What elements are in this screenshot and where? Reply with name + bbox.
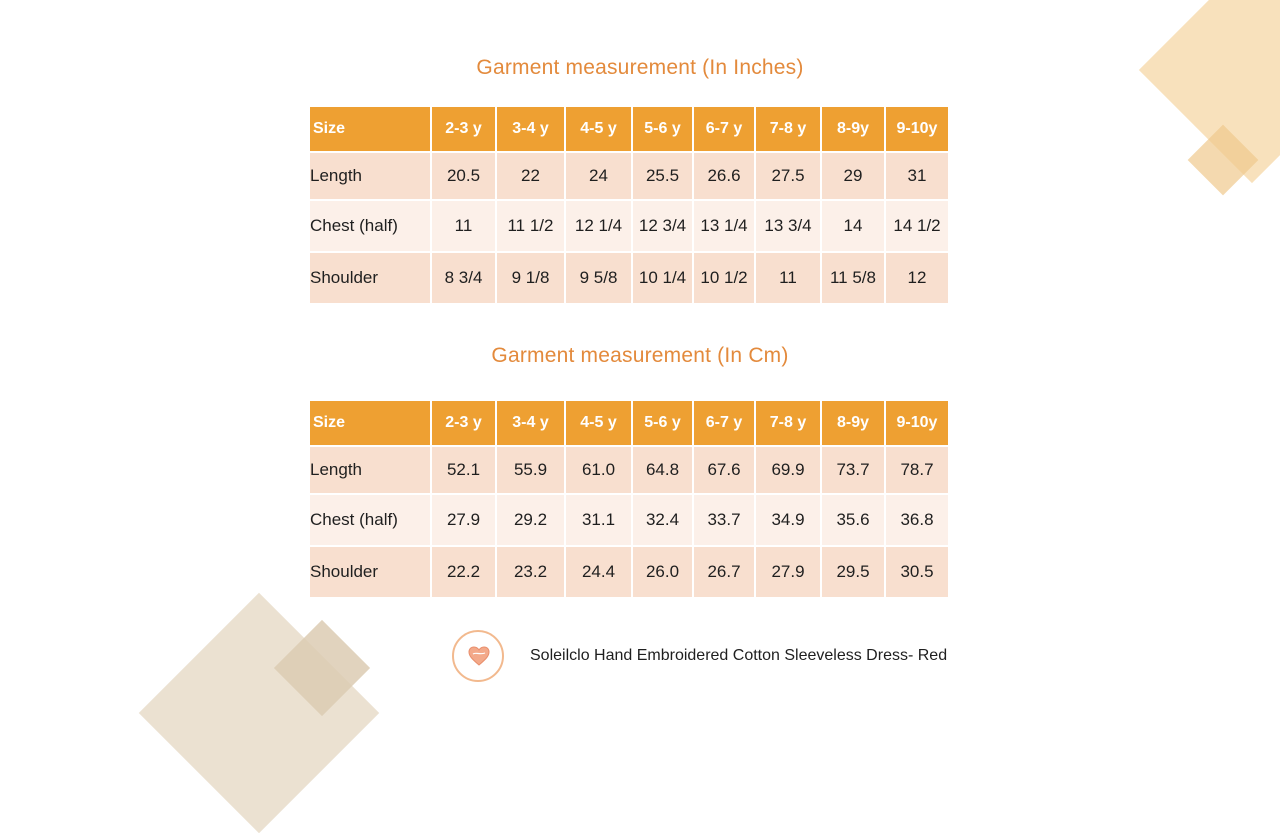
header-cell: 5-6 y	[631, 399, 694, 447]
table-cell: 26.6	[692, 151, 756, 201]
table-cell: 10 1/4	[631, 251, 694, 305]
header-cell: 4-5 y	[564, 399, 633, 447]
row-label: Length	[308, 445, 432, 495]
table-cell: 61.0	[564, 445, 633, 495]
header-row: Size 2-3 y 3-4 y 4-5 y 5-6 y 6-7 y 7-8 y…	[308, 105, 950, 153]
table-row-length: Length 20.5 22 24 25.5 26.6 27.5 29 31	[308, 151, 950, 201]
table-cell: 55.9	[495, 445, 566, 495]
table-cell: 10 1/2	[692, 251, 756, 305]
header-row: Size 2-3 y 3-4 y 4-5 y 5-6 y 6-7 y 7-8 y…	[308, 399, 950, 447]
table-cell: 27.9	[754, 545, 822, 599]
table-cell: 52.1	[430, 445, 497, 495]
table-cell: 26.0	[631, 545, 694, 599]
table-cell: 12 3/4	[631, 199, 694, 253]
table-cell: 12	[884, 251, 950, 305]
table-cell: 13 1/4	[692, 199, 756, 253]
header-cell-size: Size	[308, 399, 432, 447]
table-cell: 33.7	[692, 493, 756, 547]
header-cell: 6-7 y	[692, 399, 756, 447]
brand-logo	[452, 630, 504, 682]
header-cell: 2-3 y	[430, 399, 497, 447]
table-row-length: Length 52.1 55.9 61.0 64.8 67.6 69.9 73.…	[308, 445, 950, 495]
table-cell: 73.7	[820, 445, 886, 495]
table-cell: 78.7	[884, 445, 950, 495]
row-label: Length	[308, 151, 432, 201]
header-cell: 2-3 y	[430, 105, 497, 153]
row-label: Chest (half)	[308, 199, 432, 253]
table-cell: 69.9	[754, 445, 822, 495]
inches-size-table: Size 2-3 y 3-4 y 4-5 y 5-6 y 6-7 y 7-8 y…	[308, 105, 950, 305]
header-cell: 6-7 y	[692, 105, 756, 153]
cm-table-title: Garment measurement (In Cm)	[491, 344, 789, 367]
table-cell: 64.8	[631, 445, 694, 495]
table-cell: 9 5/8	[564, 251, 633, 305]
table-cell: 20.5	[430, 151, 497, 201]
row-label: Chest (half)	[308, 493, 432, 547]
table-cell: 36.8	[884, 493, 950, 547]
table-cell: 22.2	[430, 545, 497, 599]
table-row-shoulder: Shoulder 8 3/4 9 1/8 9 5/8 10 1/4 10 1/2…	[308, 251, 950, 305]
header-cell: 7-8 y	[754, 105, 822, 153]
table-cell: 31.1	[564, 493, 633, 547]
table-cell: 9 1/8	[495, 251, 566, 305]
table-cell: 14 1/2	[884, 199, 950, 253]
table-cell: 14	[820, 199, 886, 253]
table-cell: 13 3/4	[754, 199, 822, 253]
header-cell: 4-5 y	[564, 105, 633, 153]
table-cell: 29	[820, 151, 886, 201]
table-row-shoulder: Shoulder 22.2 23.2 24.4 26.0 26.7 27.9 2…	[308, 545, 950, 599]
table-cell: 11	[754, 251, 822, 305]
header-cell: 7-8 y	[754, 399, 822, 447]
table-cell: 32.4	[631, 493, 694, 547]
table-cell: 25.5	[631, 151, 694, 201]
header-cell: 9-10y	[884, 399, 950, 447]
cm-size-table: Size 2-3 y 3-4 y 4-5 y 5-6 y 6-7 y 7-8 y…	[308, 399, 950, 599]
header-cell: 5-6 y	[631, 105, 694, 153]
table-cell: 67.6	[692, 445, 756, 495]
table-cell: 11 5/8	[820, 251, 886, 305]
product-name: Soleilclo Hand Embroidered Cotton Sleeve…	[530, 647, 948, 664]
table-cell: 30.5	[884, 545, 950, 599]
table-row-chest: Chest (half) 11 11 1/2 12 1/4 12 3/4 13 …	[308, 199, 950, 253]
table-row-chest: Chest (half) 27.9 29.2 31.1 32.4 33.7 34…	[308, 493, 950, 547]
inches-table-title: Garment measurement (In Inches)	[476, 56, 804, 79]
header-cell: 9-10y	[884, 105, 950, 153]
table-cell: 26.7	[692, 545, 756, 599]
table-cell: 29.5	[820, 545, 886, 599]
table-cell: 12 1/4	[564, 199, 633, 253]
header-cell: 3-4 y	[495, 105, 566, 153]
heart-logo-icon	[468, 646, 490, 666]
header-cell-size: Size	[308, 105, 432, 153]
footer: Soleilclo Hand Embroidered Cotton Sleeve…	[452, 628, 947, 684]
table-cell: 23.2	[495, 545, 566, 599]
header-cell: 8-9y	[820, 105, 886, 153]
decor-diamond-bottom-left	[138, 592, 380, 833]
table-cell: 29.2	[495, 493, 566, 547]
table-cell: 22	[495, 151, 566, 201]
table-cell: 11 1/2	[495, 199, 566, 253]
table-cell: 24.4	[564, 545, 633, 599]
table-cell: 24	[564, 151, 633, 201]
table-cell: 34.9	[754, 493, 822, 547]
header-cell: 8-9y	[820, 399, 886, 447]
row-label: Shoulder	[308, 251, 432, 305]
row-label: Shoulder	[308, 545, 432, 599]
table-cell: 11	[430, 199, 497, 253]
table-cell: 8 3/4	[430, 251, 497, 305]
table-cell: 27.9	[430, 493, 497, 547]
header-cell: 3-4 y	[495, 399, 566, 447]
table-cell: 27.5	[754, 151, 822, 201]
table-cell: 31	[884, 151, 950, 201]
table-cell: 35.6	[820, 493, 886, 547]
